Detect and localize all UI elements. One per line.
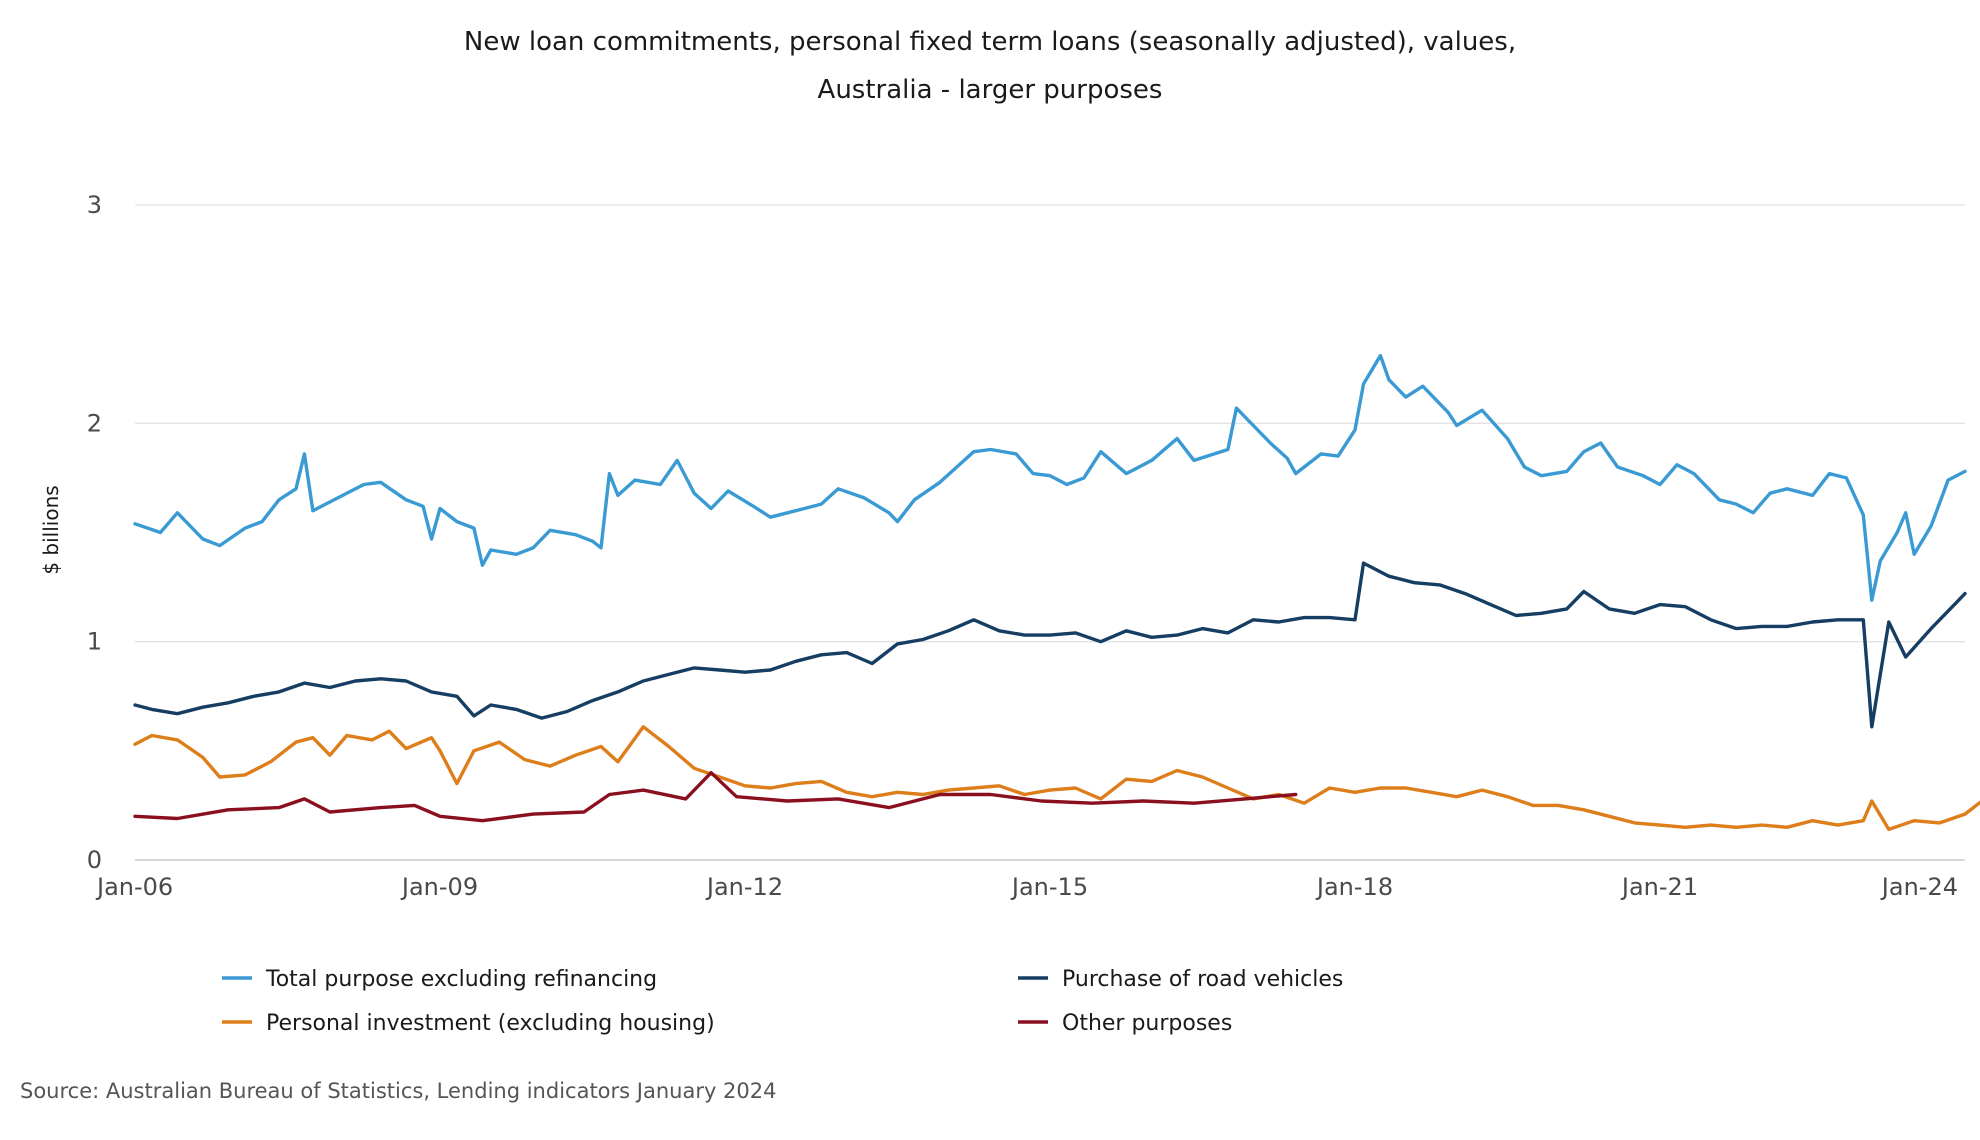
x-tick-label: Jan-15 xyxy=(1010,873,1088,901)
x-tick-label: Jan-24 xyxy=(1880,873,1958,901)
x-tick-label: Jan-09 xyxy=(400,873,478,901)
legend-label: Other purposes xyxy=(1062,1011,1232,1036)
series-line-other-purposes xyxy=(133,771,1298,823)
y-tick-labels: 0 1 2 3 xyxy=(87,191,102,874)
x-tick-label: Jan-06 xyxy=(95,873,173,901)
legend-label: Total purpose excluding refinancing xyxy=(265,967,657,992)
x-tick-labels: Jan-06 Jan-09 Jan-12 Jan-15 Jan-18 Jan-21 Jan-… xyxy=(95,873,1958,901)
legend-label: Personal investment (excluding housing) xyxy=(266,1011,715,1036)
source-note: Source: Australian Bureau of Statistics,… xyxy=(20,1079,777,1103)
chart-title-line-2: Australia - larger purposes xyxy=(818,75,1163,105)
grid-lines xyxy=(135,204,1965,861)
chart-title-line-1: New loan commitments, personal fixed ter… xyxy=(464,27,1516,57)
legend: Total purpose excluding refinancing Purch… xyxy=(222,967,1343,1036)
series-line-purchase-of-road-vehicles xyxy=(133,561,1967,729)
x-tick-label: Jan-12 xyxy=(705,873,783,901)
y-tick-label: 0 xyxy=(87,846,102,874)
x-tick-label: Jan-18 xyxy=(1315,873,1393,901)
x-tick-label: Jan-21 xyxy=(1620,873,1698,901)
y-tick-label: 1 xyxy=(87,628,102,656)
legend-label: Purchase of road vehicles xyxy=(1062,967,1343,992)
series-line-personal-investment-excluding-housing xyxy=(133,725,1980,832)
series-lines xyxy=(133,353,1980,832)
y-tick-label: 2 xyxy=(87,409,102,437)
series-line-total-purpose-excluding-refinancing xyxy=(133,353,1967,602)
y-tick-label: 3 xyxy=(87,191,102,219)
y-axis-label: $ billions xyxy=(39,485,63,574)
